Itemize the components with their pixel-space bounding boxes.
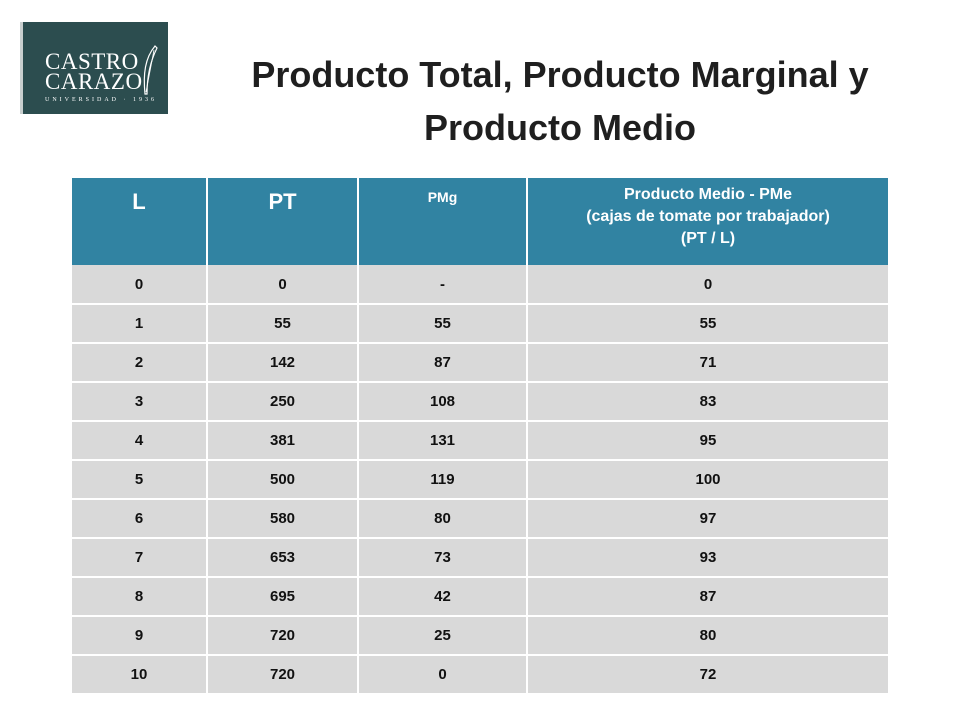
header-pme-line: (cajas de tomate por trabajador) [586,208,830,225]
table-cell: 87 [358,343,528,383]
table-cell: 695 [207,577,359,617]
table-cell: 3 [72,382,208,422]
table-cell: 80 [527,616,888,656]
table-cell: 42 [358,577,528,617]
table-cell: 100 [527,460,888,500]
table-body: 0 0-0 1 55 55 55 2 142 87 71 3 250 108 83 4 381 131 95 5 50… [72,265,888,695]
table-row: 5 500 119 100 [72,460,888,500]
table-row: 2 142 87 71 [72,343,888,383]
table-cell: 250 [207,382,359,422]
table-cell: 5 [72,460,208,500]
table-header-row: L PT PMg Producto Medio - PMe (cajas de … [72,178,888,265]
table-cell: 8 [72,577,208,617]
table-row: 3 250 108 83 [72,382,888,422]
table-cell: 0 [527,265,888,305]
table-cell: 142 [207,343,359,383]
table-cell: - [358,265,528,305]
table-row: 10 720 0 72 [72,655,888,695]
table-cell: 93 [527,538,888,578]
table-cell: 83 [527,382,888,422]
table-cell: 55 [358,304,528,344]
table-cell: 720 [207,616,359,656]
logo-line-1: CASTRO [45,49,139,74]
table-row: 4 381 131 95 [72,421,888,461]
table-cell: 0 [207,265,359,305]
table-cell: 7 [72,538,208,578]
table-cell: 10 [72,655,208,695]
table-row: 9 720 25 80 [72,616,888,656]
table-cell: 71 [527,343,888,383]
table-cell: 0 [358,655,528,695]
table-row: 7 653 73 93 [72,538,888,578]
header-pt: PT [207,178,359,265]
production-table: L PT PMg Producto Medio - PMe (cajas de … [72,178,888,695]
header-l: L [72,178,208,265]
table-cell: 131 [358,421,528,461]
table-cell: 500 [207,460,359,500]
table-cell: 80 [358,499,528,539]
table-cell: 97 [527,499,888,539]
header-pmg: PMg [358,178,528,265]
university-logo: CASTRO CARAZO UNIVERSIDAD · 1936 [20,22,168,114]
table-row: 8 695 42 87 [72,577,888,617]
table-cell: 381 [207,421,359,461]
header-pme: Producto Medio - PMe (cajas de tomate po… [527,178,888,265]
table-cell: 720 [207,655,359,695]
logo-subtitle: UNIVERSIDAD · 1936 [45,97,157,103]
table-cell: 653 [207,538,359,578]
table-cell: 4 [72,421,208,461]
table-cell: 87 [527,577,888,617]
table-cell: 25 [358,616,528,656]
table-cell: 95 [527,421,888,461]
table-cell: 9 [72,616,208,656]
header-pme-line: (PT / L) [680,230,736,247]
table-cell: 73 [358,538,528,578]
slide-title: Producto Total, Producto Marginal y Prod… [251,54,869,148]
table-cell: 72 [527,655,888,695]
table-cell: 6 [72,499,208,539]
feather-icon [143,45,158,95]
table-row: 6 580 80 97 [72,499,888,539]
table-cell: 2 [72,343,208,383]
table-cell: 55 [527,304,888,344]
header-pme-line: Producto Medio - PMe [624,186,792,203]
table-row: 1 55 55 55 [72,304,888,344]
table-cell: 580 [207,499,359,539]
table-cell: 108 [358,382,528,422]
logo-line-2: CARAZO [45,69,143,94]
table-cell: 0 [72,265,208,305]
table-cell: 1 [72,304,208,344]
table-cell: 119 [358,460,528,500]
table-cell: 55 [207,304,359,344]
